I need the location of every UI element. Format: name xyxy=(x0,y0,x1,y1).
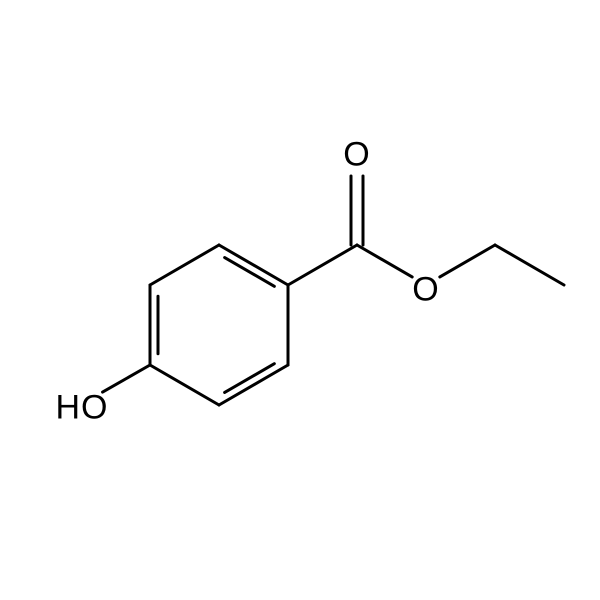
molecule-canvas: HO O O xyxy=(0,0,600,600)
label-hydroxyl: HO xyxy=(56,389,109,428)
label-ester-oxygen: O xyxy=(412,271,439,310)
label-carbonyl-oxygen: O xyxy=(343,136,370,175)
molecule-svg xyxy=(0,0,600,600)
